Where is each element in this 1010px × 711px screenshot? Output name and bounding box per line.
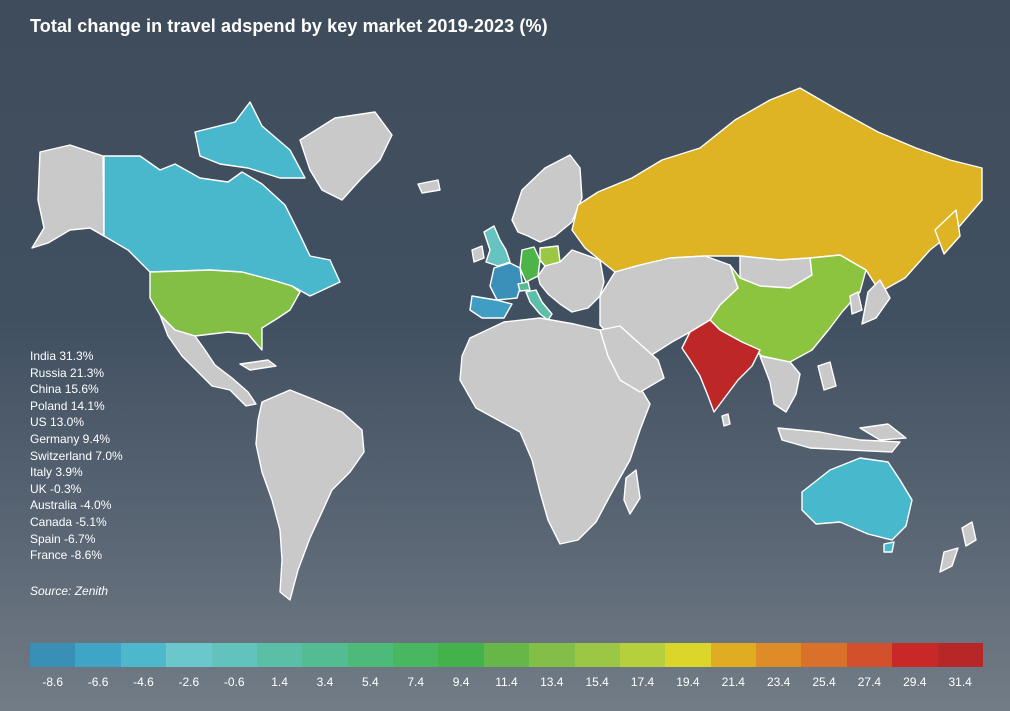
country-switzerland[interactable] — [517, 281, 531, 292]
country-canada[interactable] — [194, 101, 306, 179]
scale-segment — [393, 643, 439, 667]
scandinavia[interactable] — [511, 154, 583, 243]
scale-label: 25.4 — [812, 675, 836, 689]
scale-label: 9.4 — [452, 675, 470, 689]
scale-segment — [529, 643, 575, 667]
scale-segment — [846, 643, 893, 667]
country-spain[interactable] — [469, 295, 513, 319]
iceland[interactable] — [417, 179, 441, 194]
ranking-list: India 31.3% Russia 21.3% China 15.6% Pol… — [30, 348, 123, 564]
greenland[interactable] — [299, 111, 393, 201]
scale-label: 11.4 — [495, 675, 518, 689]
color-scale-labels: -8.6 -6.6 -4.6 -2.6 -0.6 1.4 3.4 5.4 7.4 9.4 11.4 1… — [30, 675, 983, 689]
ranking-item: Poland 14.1% — [30, 398, 105, 413]
scale-label: 21.4 — [721, 675, 745, 689]
ranking-item: Spain -6.7% — [30, 531, 96, 546]
caribbean-islands[interactable] — [239, 359, 277, 371]
scale-label: 19.4 — [676, 675, 700, 689]
new-guinea[interactable] — [859, 423, 907, 441]
source-note: Source: Zenith — [30, 584, 109, 598]
sri-lanka[interactable] — [721, 413, 731, 427]
southeast-asia[interactable] — [759, 355, 801, 413]
africa[interactable] — [459, 317, 651, 545]
country-italy[interactable] — [525, 289, 553, 321]
scale-label: 1.4 — [271, 675, 288, 689]
scale-label: -6.6 — [87, 675, 109, 689]
scale-label: -4.6 — [133, 675, 154, 689]
rest-of-europe[interactable] — [537, 249, 605, 313]
scale-label: 13.4 — [540, 675, 564, 689]
ranking-item: Russia 21.3% — [30, 365, 105, 380]
world-map — [31, 87, 983, 601]
scale-segment — [120, 643, 167, 667]
scale-segment — [75, 643, 121, 667]
country-germany[interactable] — [519, 246, 541, 283]
scale-segment — [756, 643, 802, 667]
scale-segment — [211, 643, 257, 667]
scale-segment — [937, 643, 983, 667]
madagascar[interactable] — [623, 469, 641, 515]
philippines[interactable] — [817, 361, 837, 391]
scale-label: 27.4 — [857, 675, 882, 689]
scale-label: 31.4 — [948, 675, 972, 689]
scale-segment — [665, 643, 711, 667]
ranking-item: US 13.0% — [30, 415, 85, 430]
ranking-item: Germany 9.4% — [30, 431, 111, 446]
ireland[interactable] — [471, 245, 485, 263]
south-america[interactable] — [255, 389, 365, 601]
scale-segment — [892, 643, 938, 667]
scale-label: 5.4 — [361, 675, 379, 689]
scale-label: -8.6 — [42, 675, 64, 689]
country-russia[interactable] — [934, 209, 961, 255]
country-australia[interactable] — [801, 457, 913, 541]
ranking-item: China 15.6% — [30, 382, 99, 397]
scale-label: 29.4 — [903, 675, 927, 689]
scale-segment — [574, 643, 620, 667]
map-title: Total change in travel adspend by key ma… — [30, 16, 548, 36]
scale-label: -0.6 — [223, 675, 245, 689]
scale-label: -2.6 — [178, 675, 200, 689]
ranking-item: Italy 3.9% — [30, 465, 83, 480]
color-scale — [30, 643, 983, 667]
scale-segment — [347, 643, 393, 667]
scale-segment — [256, 643, 303, 667]
ranking-item: Canada -5.1% — [30, 514, 107, 529]
scale-label: 15.4 — [585, 675, 609, 689]
country-australia[interactable] — [883, 541, 895, 553]
scale-segment — [30, 643, 76, 667]
country-india[interactable] — [681, 319, 761, 413]
scale-segment — [166, 643, 212, 667]
scale-label: 23.4 — [767, 675, 791, 689]
scale-segment — [438, 643, 484, 667]
ranking-item: India 31.3% — [30, 349, 94, 363]
korea[interactable] — [849, 291, 863, 315]
alaska[interactable] — [31, 144, 105, 249]
ranking-item: UK -0.3% — [30, 481, 82, 496]
scale-label: 17.4 — [630, 675, 655, 689]
scale-segment — [801, 643, 847, 667]
country-uk[interactable] — [483, 225, 511, 267]
ranking-item: France -8.6% — [30, 548, 103, 563]
country-france[interactable] — [489, 262, 523, 301]
japan[interactable] — [861, 279, 891, 325]
scale-label: 7.4 — [407, 675, 425, 689]
scale-segment — [710, 643, 756, 667]
scale-segment — [619, 643, 666, 667]
scale-segment — [302, 643, 348, 667]
arabian-peninsula[interactable] — [599, 325, 665, 393]
indonesia[interactable] — [777, 427, 901, 453]
ranking-item: Australia -4.0% — [30, 498, 112, 513]
new-zealand[interactable] — [939, 521, 977, 573]
scale-segment — [483, 643, 530, 667]
mexico-central-america[interactable] — [159, 314, 257, 407]
scale-label: 3.4 — [316, 675, 334, 689]
ranking-item: Switzerland 7.0% — [30, 448, 123, 463]
